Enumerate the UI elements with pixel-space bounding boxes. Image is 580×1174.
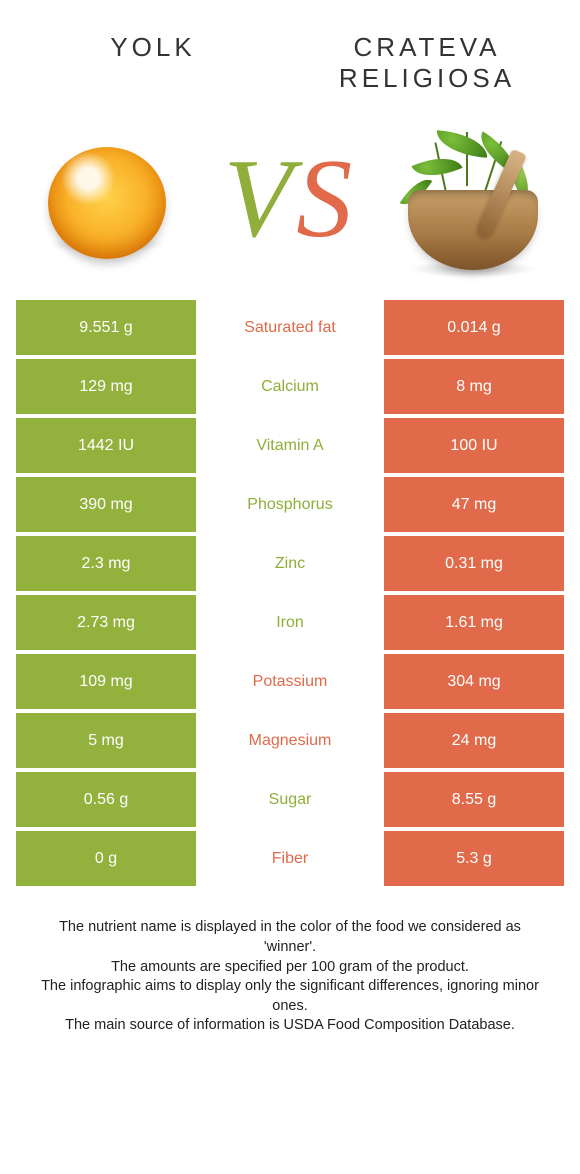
right-value: 5.3 g: [384, 831, 564, 886]
left-value: 0 g: [16, 831, 196, 886]
left-value: 2.3 mg: [16, 536, 196, 591]
caption-line: The main source of information is USDA F…: [40, 1016, 540, 1036]
nutrient-name: Saturated fat: [196, 300, 384, 355]
left-value: 109 mg: [16, 654, 196, 709]
hero-row: VS: [16, 104, 564, 294]
nutrient-name: Calcium: [196, 359, 384, 414]
right-value: 24 mg: [384, 713, 564, 768]
left-value: 9.551 g: [16, 300, 196, 355]
caption-text: The nutrient name is displayed in the co…: [40, 918, 540, 1035]
left-value: 1442 IU: [16, 418, 196, 473]
table-row: 2.73 mgIron1.61 mg: [16, 595, 564, 650]
right-food-illustration: [388, 114, 558, 284]
left-value: 5 mg: [16, 713, 196, 768]
left-value: 0.56 g: [16, 772, 196, 827]
nutrient-name: Potassium: [196, 654, 384, 709]
vs-label: VS: [224, 135, 356, 264]
caption-line: The nutrient name is displayed in the co…: [40, 918, 540, 957]
table-row: 1442 IUVitamin A100 IU: [16, 418, 564, 473]
table-row: 9.551 gSaturated fat0.014 g: [16, 300, 564, 355]
vs-right-letter: S: [296, 137, 356, 261]
table-row: 0 gFiber5.3 g: [16, 831, 564, 886]
table-row: 0.56 gSugar8.55 g: [16, 772, 564, 827]
table-row: 2.3 mgZinc0.31 mg: [16, 536, 564, 591]
yolk-icon: [48, 147, 166, 259]
nutrient-name: Iron: [196, 595, 384, 650]
table-row: 5 mgMagnesium24 mg: [16, 713, 564, 768]
left-food-title: Yolk: [16, 12, 290, 100]
nutrient-name: Fiber: [196, 831, 384, 886]
right-value: 0.014 g: [384, 300, 564, 355]
table-row: 129 mgCalcium8 mg: [16, 359, 564, 414]
infographic-root: Yolk Crateva religiosa VS 9.551 gSaturat…: [0, 0, 580, 1036]
caption-line: The infographic aims to display only the…: [40, 977, 540, 1016]
right-value: 1.61 mg: [384, 595, 564, 650]
titles-row: Yolk Crateva religiosa: [16, 12, 564, 100]
right-value: 47 mg: [384, 477, 564, 532]
left-food-illustration: [27, 119, 187, 279]
table-row: 109 mgPotassium304 mg: [16, 654, 564, 709]
nutrient-name: Phosphorus: [196, 477, 384, 532]
comparison-table: 9.551 gSaturated fat0.014 g129 mgCalcium…: [16, 300, 564, 886]
right-value: 100 IU: [384, 418, 564, 473]
right-value: 304 mg: [384, 654, 564, 709]
right-value: 8.55 g: [384, 772, 564, 827]
right-value: 0.31 mg: [384, 536, 564, 591]
table-row: 390 mgPhosphorus47 mg: [16, 477, 564, 532]
vs-left-letter: V: [224, 137, 296, 261]
left-value: 2.73 mg: [16, 595, 196, 650]
mortar-icon: [408, 190, 538, 270]
nutrient-name: Vitamin A: [196, 418, 384, 473]
left-value: 129 mg: [16, 359, 196, 414]
nutrient-name: Zinc: [196, 536, 384, 591]
nutrient-name: Magnesium: [196, 713, 384, 768]
nutrient-name: Sugar: [196, 772, 384, 827]
right-food-title: Crateva religiosa: [290, 12, 564, 100]
left-value: 390 mg: [16, 477, 196, 532]
right-value: 8 mg: [384, 359, 564, 414]
caption-line: The amounts are specified per 100 gram o…: [40, 958, 540, 978]
